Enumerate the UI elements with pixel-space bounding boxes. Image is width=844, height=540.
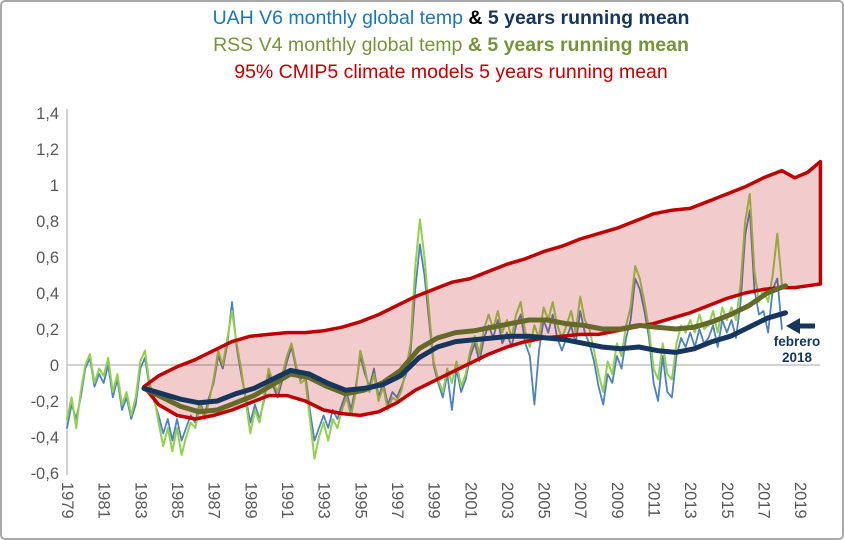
y-tick-label: 1 xyxy=(50,177,59,195)
cmip5-95pct-band xyxy=(142,159,823,421)
annotation-month-label: febrero xyxy=(773,334,821,349)
y-tick-label: 1,4 xyxy=(36,105,59,123)
x-tick-label: 1985 xyxy=(168,482,186,519)
y-tick-label: 0,2 xyxy=(36,321,59,339)
y-tick-label: -0,4 xyxy=(31,429,59,447)
x-tick-label: 2005 xyxy=(535,482,553,519)
y-tick-label: -0,6 xyxy=(31,465,59,483)
x-tick-label: 1997 xyxy=(388,482,406,519)
x-tick-label: 2001 xyxy=(461,482,479,519)
uah-5yr-mean-line xyxy=(141,310,788,406)
rss-5yr-mean-line xyxy=(141,283,788,415)
title-line-2: RSS V4 monthly global temp & 5 years run… xyxy=(60,32,842,59)
x-tick-label: 1987 xyxy=(205,482,223,519)
y-tick-label: 1,2 xyxy=(36,141,59,159)
title-line-1: UAH V6 monthly global temp & 5 years run… xyxy=(60,5,842,32)
x-tick-label: 2013 xyxy=(681,482,699,519)
x-tick-label: 2009 xyxy=(608,482,626,519)
x-tick-label: 2015 xyxy=(718,482,736,519)
x-tick-label: 1995 xyxy=(351,482,369,519)
y-tick-label: 0,8 xyxy=(36,213,59,231)
x-tick-label: 1993 xyxy=(315,482,333,519)
title-rss-monthly-label: RSS V4 monthly global temp xyxy=(213,34,468,56)
title-uah-mean-label: 5 years running mean xyxy=(487,7,690,29)
title-line-3: 95% CMIP5 climate models 5 years running… xyxy=(60,59,842,86)
rss-monthly-line xyxy=(66,193,783,460)
x-tick-label: 2019 xyxy=(791,482,809,519)
y-tick-label: -0,2 xyxy=(31,393,59,411)
title-rss-mean-label: & 5 years running mean xyxy=(467,34,689,56)
annotation-year-label: 2018 xyxy=(781,350,813,365)
x-tick-label: 1991 xyxy=(278,482,296,519)
uah-monthly-line xyxy=(66,209,783,442)
x-tick-label: 1989 xyxy=(241,482,259,519)
annotation-arrow-left-icon xyxy=(786,318,800,334)
y-tick-label: 0,4 xyxy=(36,285,59,303)
x-tick-label: 2003 xyxy=(498,482,516,519)
x-tick-label: 2007 xyxy=(571,482,589,519)
x-tick-label: 1999 xyxy=(425,482,443,519)
title-uah-monthly-label: UAH V6 monthly global temp xyxy=(212,7,463,29)
y-tick-label: 0,6 xyxy=(36,249,59,267)
x-tick-label: 1981 xyxy=(95,482,113,519)
x-tick-label: 1983 xyxy=(131,482,149,519)
title-ampersand: & xyxy=(462,7,488,29)
y-tick-label: 0 xyxy=(50,357,59,375)
x-tick-label: 2017 xyxy=(755,482,773,519)
title-cmip5-label: 95% CMIP5 climate models 5 years running… xyxy=(234,61,668,83)
chart-title: UAH V6 monthly global temp & 5 years run… xyxy=(2,5,842,86)
annotation-febrero-2018: febrero 2018 xyxy=(762,334,832,366)
x-tick-label: 2011 xyxy=(645,482,663,517)
x-tick-label: 1979 xyxy=(58,482,76,519)
